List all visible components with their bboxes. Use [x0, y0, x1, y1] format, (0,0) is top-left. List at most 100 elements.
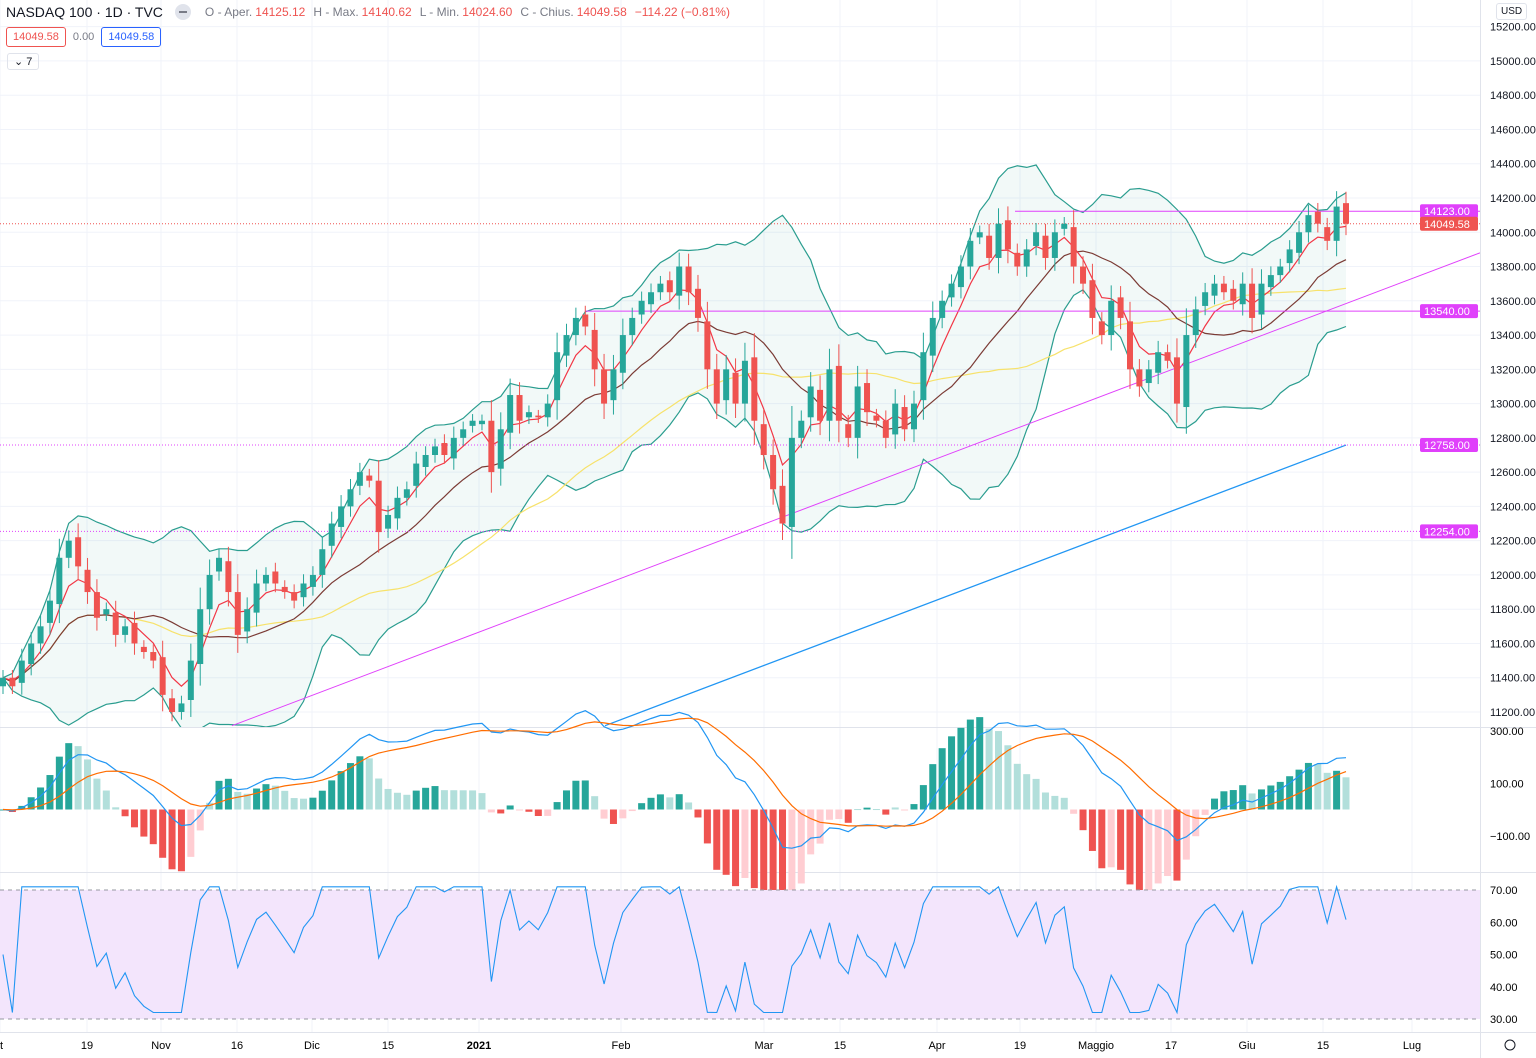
- candle-body: [497, 429, 504, 469]
- candle-body: [1314, 211, 1321, 224]
- macd-histogram-bar: [825, 809, 833, 820]
- currency-label[interactable]: USD: [1496, 3, 1528, 20]
- price-tick-label: 13400.00: [1490, 330, 1536, 342]
- macd-histogram-bar: [46, 775, 54, 810]
- price-tick-label: 12000.00: [1490, 570, 1536, 582]
- candle-body: [225, 561, 232, 593]
- macd-histogram-bar: [1333, 770, 1341, 810]
- macd-tick-label: 300.00: [1490, 726, 1524, 738]
- candle-body: [281, 586, 288, 593]
- candle-body: [779, 485, 786, 524]
- macd-histogram-bar: [159, 809, 167, 858]
- macd-histogram-bar: [196, 809, 204, 831]
- macd-histogram-bar: [816, 809, 824, 844]
- candle-body: [75, 537, 82, 567]
- macd-histogram-bar: [1286, 776, 1294, 810]
- time-tick-label: Nov: [151, 1040, 171, 1052]
- macd-histogram-bar: [121, 809, 129, 817]
- candle-body: [1098, 321, 1105, 336]
- macd-histogram-bar: [901, 809, 909, 811]
- macd-histogram-bar: [112, 807, 120, 810]
- macd-histogram-bar: [544, 809, 552, 816]
- macd-histogram-bar: [1342, 777, 1350, 810]
- macd-histogram-bar: [469, 790, 477, 810]
- candle-body: [798, 420, 805, 438]
- price-tick-label: 12600.00: [1490, 467, 1536, 479]
- candle-body: [1277, 266, 1284, 276]
- candle-body: [939, 300, 946, 318]
- macd-histogram-bar: [253, 788, 261, 810]
- candle-body: [986, 235, 993, 258]
- macd-histogram-bar: [948, 736, 956, 810]
- candle-body: [1023, 249, 1030, 267]
- macd-histogram-bar: [328, 780, 336, 810]
- candle-body: [432, 446, 439, 455]
- candle-body: [1220, 283, 1227, 293]
- macd-histogram-bar: [431, 786, 439, 810]
- level-price-tag: 12254.00: [1424, 526, 1470, 538]
- candle-body: [18, 660, 25, 683]
- candle-body: [657, 283, 664, 293]
- candle-body: [178, 703, 185, 712]
- macd-histogram-bar: [506, 805, 514, 810]
- price-tick-label: 14200.00: [1490, 193, 1536, 205]
- macd-line: [2, 710, 1347, 849]
- low-label: L - Min.: [419, 5, 460, 19]
- macd-histogram-bar: [1164, 809, 1172, 877]
- candle-body: [206, 574, 213, 610]
- macd-histogram-bar: [666, 797, 674, 810]
- rsi-tick-label: 30.00: [1490, 1014, 1518, 1026]
- macd-histogram-bar: [788, 809, 796, 908]
- macd-histogram-bar: [609, 809, 617, 824]
- macd-histogram-bar: [750, 809, 758, 889]
- candle-body: [131, 622, 138, 644]
- level-price-tag-bg: [1420, 438, 1478, 453]
- symbol-title[interactable]: NASDAQ 100 · 1D · TVC: [6, 4, 163, 20]
- macd-histogram-bar: [656, 794, 664, 810]
- macd-histogram-bar: [487, 809, 495, 813]
- candle-body: [694, 288, 701, 318]
- low-value: 14024.60: [462, 5, 513, 19]
- indicators-toggle[interactable]: ⌄ 7: [7, 53, 40, 70]
- macd-histogram-bar: [1304, 762, 1312, 810]
- macd-histogram-bar: [1239, 785, 1247, 810]
- macd-histogram-bar: [854, 809, 862, 811]
- level-price-tag: 12758.00: [1424, 440, 1470, 452]
- indicators-count: 7: [26, 56, 33, 68]
- bollinger-upper: [2, 164, 1347, 679]
- settings-icon[interactable]: [1504, 1039, 1516, 1051]
- hide-legend-icon[interactable]: [174, 4, 191, 20]
- price-tick-label: 11200.00: [1490, 707, 1535, 719]
- macd-histogram-bar: [1323, 772, 1331, 810]
- candle-body: [1070, 227, 1077, 267]
- macd-histogram-bar: [863, 807, 871, 810]
- candle-body: [948, 283, 955, 298]
- time-tick-label: 15: [382, 1040, 394, 1052]
- candle-body: [892, 403, 899, 435]
- candle-body: [1126, 321, 1133, 370]
- buy-button[interactable]: 14049.58: [101, 27, 162, 47]
- macd-histogram-bar: [1229, 790, 1237, 810]
- macd-histogram-bar: [891, 807, 899, 810]
- candle-body: [403, 489, 410, 498]
- macd-histogram-bar: [741, 809, 749, 878]
- price-tick-label: 15000.00: [1490, 56, 1536, 68]
- candle-body: [525, 412, 532, 418]
- candle-body: [910, 403, 917, 430]
- price-tick-label: 15200.00: [1490, 22, 1536, 34]
- macd-histogram-bar: [910, 804, 918, 810]
- macd-histogram-bar: [262, 784, 270, 810]
- macd-histogram-bar: [779, 809, 787, 930]
- candle-body: [244, 609, 251, 632]
- candle-body: [572, 317, 579, 336]
- candle-body: [704, 321, 711, 370]
- trendline: [231, 252, 1480, 727]
- macd-histogram-bar: [149, 809, 157, 845]
- sell-button[interactable]: 14049.58: [6, 27, 66, 47]
- candle-body: [328, 523, 335, 546]
- spread-value: 0.00: [72, 31, 95, 43]
- macd-histogram-bar: [919, 785, 927, 810]
- macd-histogram-bar: [976, 717, 984, 810]
- chevron-down-icon: ⌄: [14, 56, 24, 68]
